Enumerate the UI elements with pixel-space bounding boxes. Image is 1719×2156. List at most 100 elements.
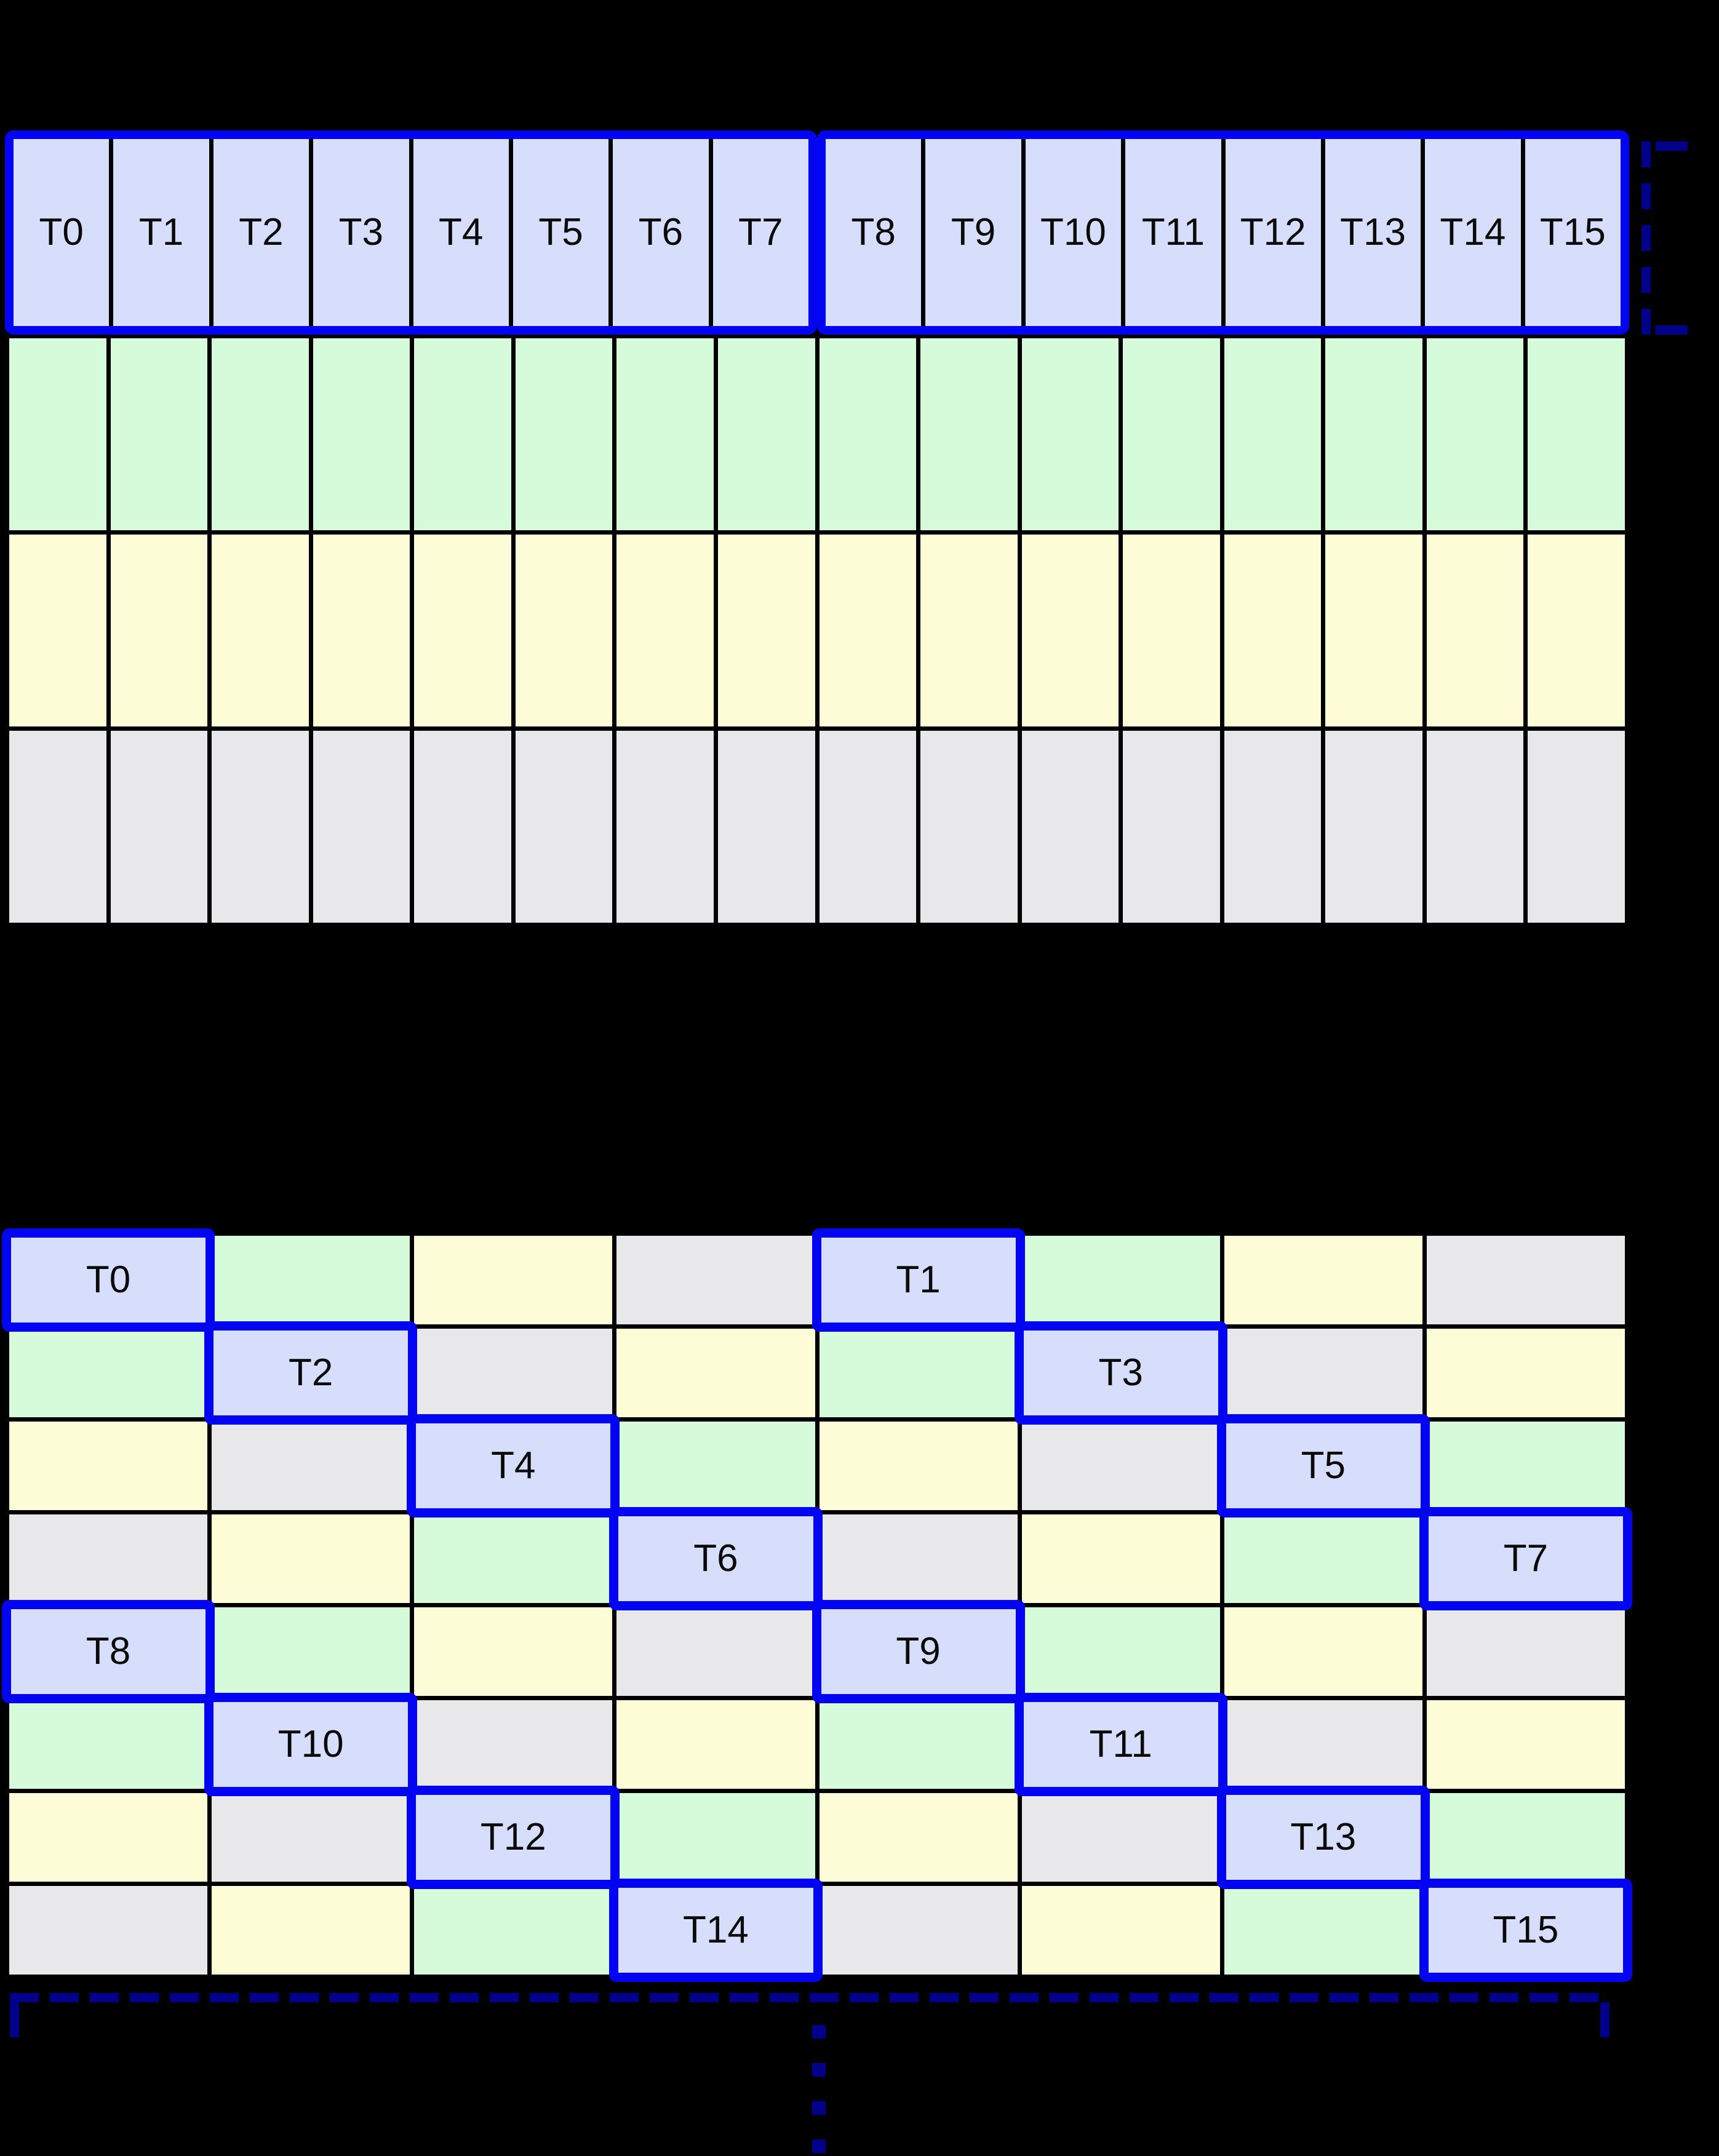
memory-cell [1021,1886,1220,1975]
thread-cell-T8: T8 [2,1600,215,1703]
ellipsis-dot [812,2063,826,2077]
thread-cell-T14: T14 [1425,139,1525,326]
row-height-bracket [1641,141,1651,335]
memory-cell [1426,338,1524,530]
bottom-width-brace-tick-right [1600,2002,1609,2037]
memory-cell [819,1700,1018,1789]
thread-cell-T10: T10 [1025,139,1126,326]
memory-cell [9,535,106,726]
thread-label: T4 [491,1444,536,1487]
thread-cell-T12: T12 [1225,139,1325,326]
memory-cell [819,338,917,530]
thread-label: T6 [638,211,684,253]
thread-label: T8 [851,211,896,253]
thread-cell-T11: T11 [1014,1693,1227,1796]
memory-cell [414,1886,613,1975]
thread-label: T10 [1040,211,1106,253]
memory-cell [9,1422,208,1510]
thread-label: T6 [693,1537,738,1580]
thread-cell-T12: T12 [407,1786,620,1889]
memory-cell [414,1700,613,1789]
thread-cell-T2: T2 [204,1321,418,1425]
thread-cell-T15: T15 [1419,1879,1632,1982]
memory-cell [1224,535,1322,726]
memory-cell [819,535,917,726]
permuted-access-grid: T0 T1 T2 T3 T4 T5 T6 T7 T8 T9 T10 T11 T12 T13 T14 T15 [2,1228,1632,1982]
memory-cell [616,1700,815,1789]
thread-label: T7 [1503,1537,1549,1580]
warp-half-group-2: T8 T9 T10 T11 T12 T13 T14 T15 [817,130,1629,335]
memory-cell [616,1236,815,1324]
thread-cell-T8: T8 [826,139,926,326]
memory-cell [1123,535,1220,726]
memory-cell [1224,1607,1422,1696]
thread-cell-T7: T7 [1419,1507,1632,1610]
memory-cell [9,1793,208,1882]
memory-cell [9,338,106,530]
memory-cell [212,1886,410,1975]
thread-cell-T10: T10 [204,1693,418,1796]
memory-cell [1426,731,1524,923]
bottom-width-brace-tick-left [10,2002,19,2037]
memory-cell [819,1886,1018,1975]
memory-cell [9,1329,208,1417]
memory-cell [1325,731,1422,923]
memory-cell [616,1329,815,1417]
memory-cell [313,338,410,530]
memory-cell [515,338,613,530]
memory-cell [1224,731,1322,923]
memory-cell [414,1329,613,1417]
memory-cell [9,1700,208,1789]
thread-label: T2 [289,1351,333,1394]
memory-cell [1021,535,1119,726]
memory-cell [1224,1514,1422,1603]
memory-cell [819,1514,1018,1603]
thread-cell-T13: T13 [1325,139,1426,326]
memory-cell [1426,535,1524,726]
thread-label: T13 [1290,1816,1357,1858]
ellipsis-dot [812,2101,826,2115]
memory-cell [414,1514,613,1603]
memory-cell [212,1607,410,1696]
memory-cell [1325,535,1422,726]
memory-cell [717,535,815,726]
thread-label: T14 [1440,211,1506,253]
memory-cell [110,731,208,923]
thread-cell-T9: T9 [925,139,1026,326]
memory-cell [616,1422,815,1510]
memory-cell [1528,535,1625,726]
memory-cell [212,535,309,726]
memory-cell [1325,338,1422,530]
memory-cell [819,1793,1018,1882]
memory-cell [9,1514,208,1603]
memory-cell [1123,338,1220,530]
coalesced-access-grid: T0 T1 T2 T3 T4 T5 T6 T7 T8 T9 T10 T11 T12 T13 T14 T15 [5,130,1629,927]
memory-cell [212,1422,410,1510]
memory-cell [212,731,309,923]
thread-cell-T6: T6 [613,139,713,326]
memory-cell [1528,338,1625,530]
memory-cell [1224,1886,1422,1975]
memory-cell [1021,731,1119,923]
thread-cell-T0: T0 [2,1228,215,1332]
memory-cell [1426,1700,1625,1789]
memory-cell [1528,731,1625,923]
thread-cell-T4: T4 [413,139,513,326]
memory-cell [1426,1793,1625,1882]
memory-cell [920,731,1018,923]
thread-label: T11 [1141,211,1205,253]
thread-cell-T7: T7 [712,139,808,326]
thread-label: T13 [1340,211,1406,253]
thread-label: T4 [439,211,484,253]
memory-cell [110,338,208,530]
thread-label: T3 [338,211,383,253]
row-height-bracket-tick-top [1656,141,1688,151]
memory-cell [1021,1793,1220,1882]
memory-cell [313,731,410,923]
thread-label: T12 [480,1816,546,1858]
memory-cell [1021,338,1119,530]
thread-label: T7 [738,211,783,253]
memory-cell [1123,731,1220,923]
memory-cell [1224,1700,1422,1789]
ellipsis-dot [812,2139,826,2153]
